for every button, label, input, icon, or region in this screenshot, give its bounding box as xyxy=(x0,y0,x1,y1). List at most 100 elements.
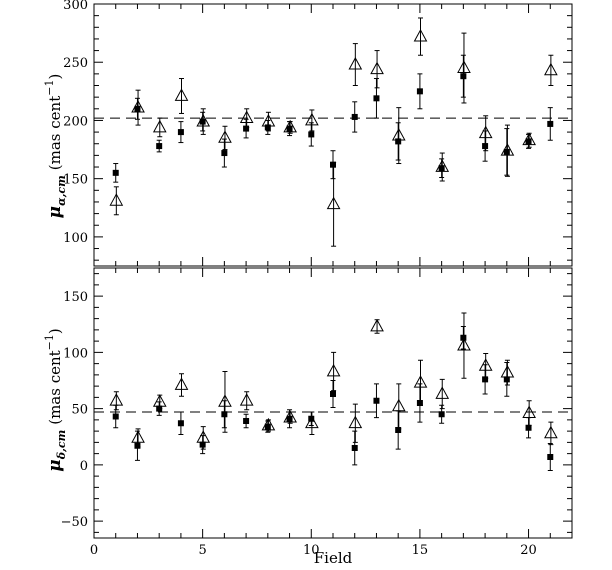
top-triangle-point xyxy=(152,119,167,133)
bottom-x-tick-label: 5 xyxy=(198,543,206,558)
bottom-ylabel-exp: −1 xyxy=(43,334,56,350)
bottom-triangle-point xyxy=(544,425,558,439)
top-triangle-point xyxy=(239,110,254,124)
top-triangle-point xyxy=(478,125,493,139)
top-square-point xyxy=(264,124,271,131)
top-square-point xyxy=(416,88,423,95)
bottom-square-point xyxy=(264,423,271,430)
top-triangle-point xyxy=(109,193,124,206)
top-square-point xyxy=(525,138,532,145)
bottom-square-point xyxy=(221,411,228,418)
top-square-point xyxy=(460,73,467,80)
top-square-point xyxy=(112,169,119,176)
bottom-triangle-point xyxy=(196,430,211,443)
top-square-point xyxy=(221,150,228,157)
bottom-x-tick-label: 20 xyxy=(520,543,537,558)
bottom-triangle-point xyxy=(500,364,515,378)
top-panel: 100 150 200 250 300 xyxy=(63,0,573,267)
bottom-triangle-point xyxy=(305,415,319,429)
bottom-triangle-point xyxy=(413,375,428,388)
bottom-triangle-point xyxy=(109,393,124,406)
top-triangle-point xyxy=(283,119,297,133)
top-triangle-point xyxy=(326,196,341,210)
top-triangle-point xyxy=(348,56,363,70)
bottom-x-tick-label: 15 xyxy=(412,543,429,558)
top-square-point xyxy=(438,165,445,172)
top-plot-frame xyxy=(93,3,573,267)
bottom-square-point xyxy=(438,411,445,418)
top-triangle-point xyxy=(131,99,145,113)
bottom-ylabel-main: μ xyxy=(45,459,65,471)
top-square-point xyxy=(373,95,380,102)
top-y-tick-label: 250 xyxy=(63,56,88,71)
top-y-tick-label: 200 xyxy=(63,114,88,129)
top-triangle-point xyxy=(500,143,515,156)
bottom-square-point xyxy=(112,413,119,420)
bottom-y-tick-label: −50 xyxy=(61,515,88,530)
bottom-ylabel-close: ) xyxy=(46,328,64,334)
top-triangle-point xyxy=(196,113,211,127)
bottom-square-point xyxy=(416,400,423,406)
top-ylabel-sub: α,cm xyxy=(55,175,68,206)
bottom-square-point xyxy=(243,418,250,424)
bottom-square-point xyxy=(286,415,293,422)
top-triangle-point xyxy=(261,113,276,127)
top-square-point xyxy=(134,105,141,112)
top-ylabel-main: μ xyxy=(45,206,65,218)
top-triangle-point xyxy=(370,61,384,75)
bottom-triangle-point xyxy=(522,405,536,419)
bottom-triangle-point xyxy=(457,337,471,351)
bottom-y-tick-label: 100 xyxy=(63,346,88,361)
bottom-y-tick-label: 0 xyxy=(80,459,88,474)
bottom-triangle-point xyxy=(131,430,145,443)
bottom-square-point xyxy=(460,334,467,341)
bottom-ylabel-unit: (mas cent xyxy=(46,350,64,424)
top-square-point xyxy=(482,143,489,150)
bottom-square-point xyxy=(547,454,554,460)
bottom-square-point xyxy=(177,420,184,427)
bottom-triangle-point xyxy=(478,358,493,371)
bottom-triangle-point xyxy=(174,377,189,390)
bottom-triangle-point xyxy=(239,393,254,406)
bottom-triangle-point xyxy=(391,398,406,412)
top-triangle-point xyxy=(522,132,536,146)
top-triangle-point xyxy=(391,127,406,141)
bottom-square-point xyxy=(503,376,510,383)
top-triangle-point xyxy=(218,130,232,143)
bottom-square-point xyxy=(351,445,358,451)
top-triangle-point xyxy=(174,88,189,101)
top-square-point xyxy=(330,161,336,168)
top-triangle-point xyxy=(413,28,428,42)
x-axis-title: Field xyxy=(314,549,353,567)
top-ylabel-unit: (mas cent xyxy=(46,96,64,170)
bottom-triangle-point xyxy=(370,318,384,332)
top-square-point xyxy=(286,125,293,132)
top-y-axis-title: μα,cm (mas cent−1) xyxy=(43,74,68,219)
top-square-point xyxy=(503,148,510,155)
bottom-y-axis-title: μδ,cm (mas cent−1) xyxy=(43,328,68,472)
top-ylabel-close: ) xyxy=(46,74,64,80)
bottom-triangle-point xyxy=(326,363,341,377)
bottom-x-tick-label: 0 xyxy=(90,543,98,558)
top-square-point xyxy=(351,113,358,120)
bottom-square-point xyxy=(525,424,532,431)
bottom-square-point xyxy=(199,441,206,448)
top-square-point xyxy=(156,143,163,150)
bottom-square-point xyxy=(395,427,402,433)
bottom-ylabel-sub: δ,cm xyxy=(55,430,68,461)
top-square-point xyxy=(308,131,315,138)
top-square-point xyxy=(547,120,554,127)
bottom-y-tick-label: 50 xyxy=(71,403,88,418)
top-triangle-point xyxy=(435,159,450,172)
bottom-square-point xyxy=(330,391,336,397)
top-square-point xyxy=(177,129,184,136)
bottom-y-tick-label: 150 xyxy=(63,290,88,305)
bottom-triangle-point xyxy=(261,417,276,431)
top-triangle-point xyxy=(544,62,558,76)
top-triangle-point xyxy=(457,60,471,73)
top-square-point xyxy=(243,125,250,132)
bottom-square-point xyxy=(482,376,489,383)
top-ylabel-exp: −1 xyxy=(43,80,56,96)
